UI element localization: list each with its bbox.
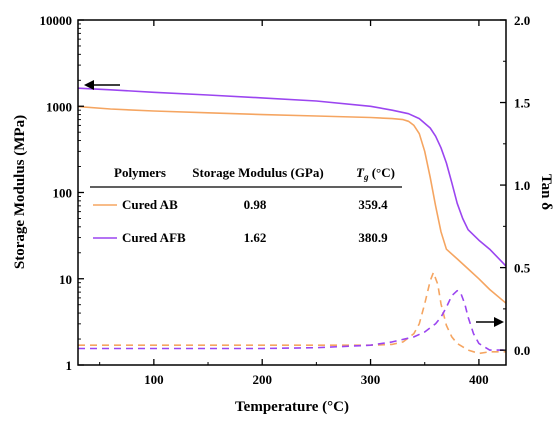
table-row-afb-modulus: 1.62: [244, 230, 267, 245]
tan-delta-line-cured-afb: [78, 289, 506, 351]
tg-unit: (°C): [368, 165, 395, 180]
x-tick-label: 400: [469, 372, 489, 387]
left-tick-label: 1: [66, 358, 73, 373]
x-tick-label: 300: [361, 372, 381, 387]
right-tick-label: 1.5: [514, 96, 531, 111]
left-tick-label: 1000: [46, 99, 72, 114]
right-tick-label: 0.0: [514, 343, 530, 358]
right-tick-label: 2.0: [514, 13, 530, 28]
left-axis-arrow: [84, 80, 120, 90]
left-axis-title: Storage Modulus (MPa): [12, 115, 28, 269]
left-tick-label: 10: [59, 272, 72, 287]
data-table: Polymers Storage Modulus (GPa) Tg (°C) C…: [90, 165, 402, 245]
x-tick-label: 100: [144, 372, 164, 387]
tg-symbol: T: [356, 165, 365, 180]
tan-delta-line-cured-ab: [78, 271, 506, 355]
left-tick-label: 100: [53, 186, 73, 201]
storage-modulus-line-cured-ab: [77, 105, 507, 304]
table-row-ab-tg: 359.4: [358, 197, 388, 212]
plot-frame: [77, 19, 507, 366]
left-tick-label: 10000: [40, 13, 73, 28]
storage-modulus-line-cured-afb: [77, 87, 507, 267]
right-tick-label: 1.0: [514, 178, 530, 193]
table-row-afb-name: Cured AFB: [122, 230, 186, 245]
table-row-ab-modulus: 0.98: [244, 197, 267, 212]
x-axis-title: Temperature (°C): [235, 399, 349, 415]
table-header-modulus: Storage Modulus (GPa): [192, 165, 323, 180]
right-axis-arrow: [476, 317, 504, 327]
tg-subscript: g: [363, 172, 369, 182]
ticks-layer: 100 200 300 400 1 10 100 1000 10000 0.0 0.5 1.0 1.5 2…: [40, 13, 531, 387]
x-tick-label: 200: [252, 372, 272, 387]
table-header-tg: Tg (°C): [356, 165, 395, 182]
curves-layer: [77, 87, 507, 355]
right-tick-label: 0.5: [514, 261, 531, 276]
table-row-ab-name: Cured AB: [122, 197, 178, 212]
table-row-afb-tg: 380.9: [358, 230, 388, 245]
table-header-polymers: Polymers: [114, 165, 166, 180]
right-axis-title: Tan δ: [538, 174, 554, 210]
